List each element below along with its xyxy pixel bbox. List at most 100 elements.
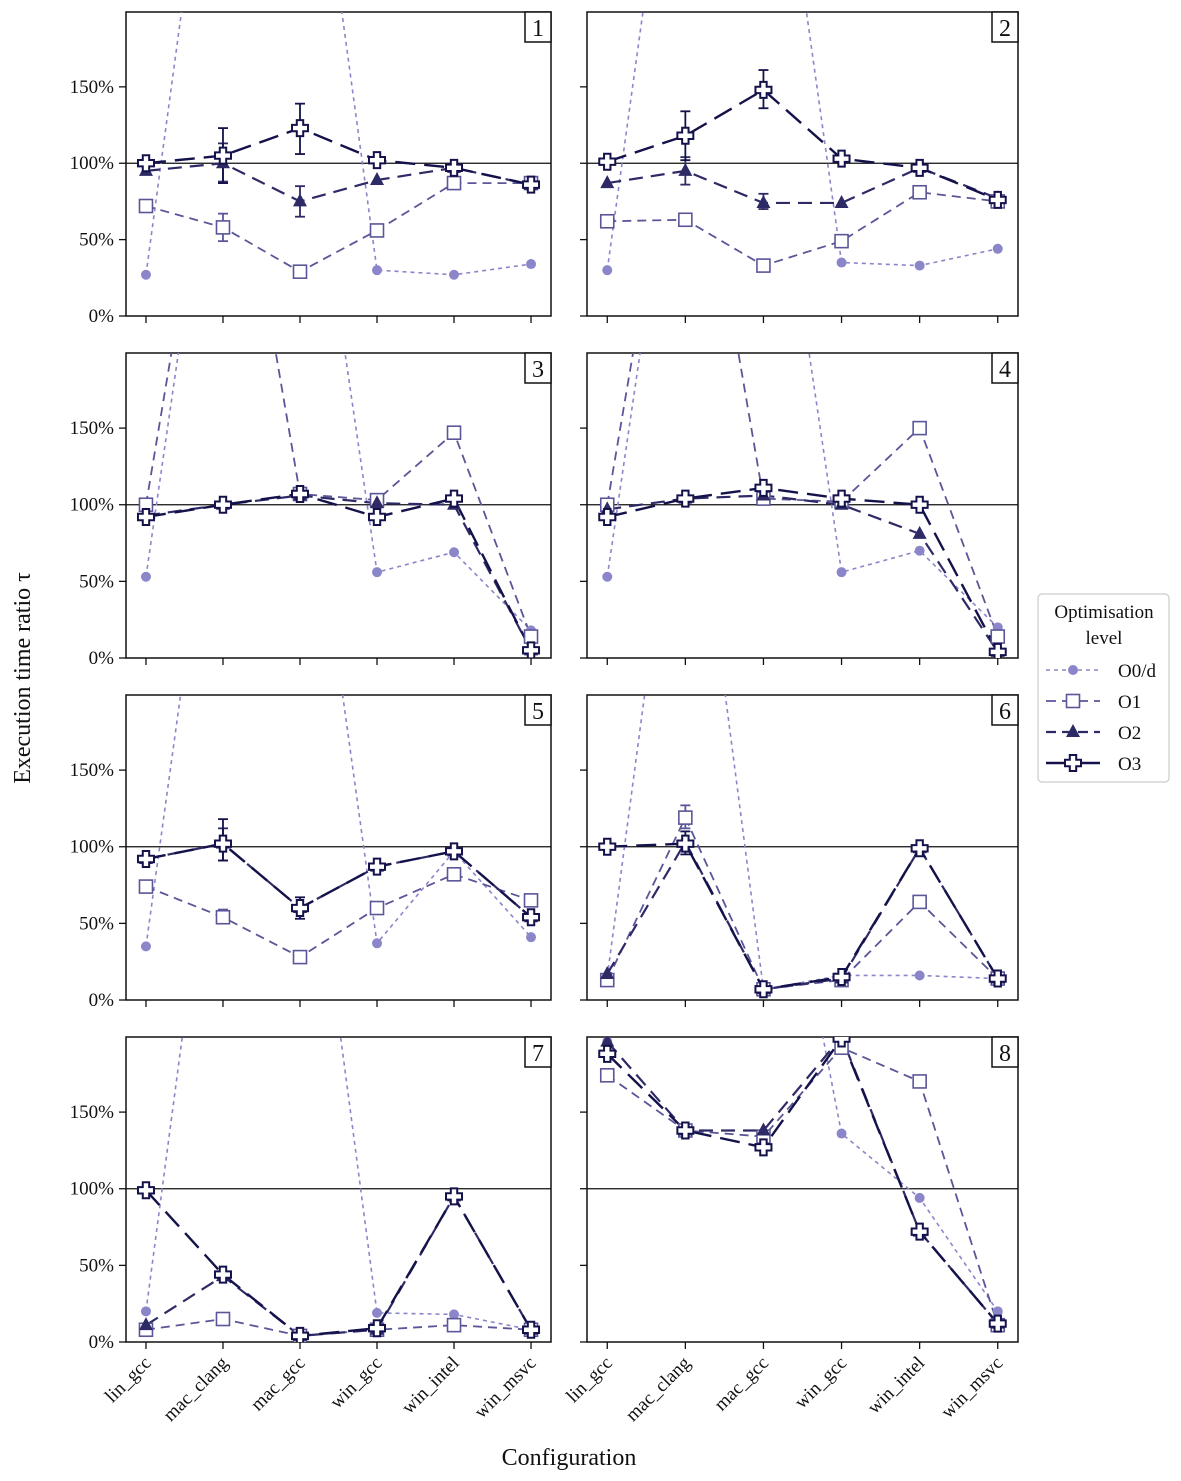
data-point-o0-d — [372, 1307, 383, 1318]
x-tick-label: lin_gcc — [562, 1353, 616, 1407]
data-point-o3 — [988, 1314, 1007, 1333]
data-point-o0-d — [914, 545, 925, 556]
x-axis-title: Configuration — [502, 1445, 637, 1471]
data-point-o1 — [446, 425, 462, 440]
data-point-o3 — [368, 857, 387, 876]
data-point-o0-d — [526, 932, 537, 943]
data-point-o0-d — [836, 257, 847, 268]
y-axis-title: Execution time ratio τ — [10, 572, 36, 784]
data-point-o3 — [522, 1320, 541, 1339]
data-point-o2 — [834, 194, 849, 208]
panel-number: 3 — [532, 357, 544, 383]
data-point-o3 — [676, 1121, 695, 1140]
panel-number: 6 — [999, 699, 1011, 725]
data-point-o0-d — [372, 265, 383, 276]
series-line-o1 — [145, 182, 532, 273]
legend-entry-o0-d: O0/d — [1046, 661, 1157, 682]
legend-title-line1: Optimisation — [1054, 602, 1154, 623]
x-tick-label: mac_clang — [622, 1352, 695, 1425]
data-point-o0-d — [914, 1192, 925, 1203]
data-point-o1 — [678, 810, 693, 825]
plot-area — [598, 695, 1007, 999]
panel-number: 2 — [999, 16, 1011, 42]
data-point-o3 — [368, 1319, 387, 1338]
x-tick-label: win_gcc — [791, 1353, 851, 1413]
legend-label: O0/d — [1118, 661, 1157, 682]
data-point-o3 — [754, 980, 773, 999]
series-line-o2 — [606, 839, 999, 991]
panel-2: 2 — [580, 11, 1019, 323]
series-line-o3 — [606, 486, 999, 653]
panel-number-box — [991, 11, 1019, 43]
data-point-o3 — [988, 190, 1007, 209]
y-tick-label: 0% — [89, 1332, 115, 1353]
data-point-o1 — [446, 175, 462, 191]
data-point-o3 — [290, 485, 309, 504]
plot-area — [136, 353, 541, 658]
legend-entry-o3: O3 — [1046, 754, 1141, 775]
data-point-o0-d — [914, 260, 925, 271]
data-point-o1 — [599, 213, 615, 229]
series-line-o3 — [145, 126, 532, 186]
x-tick-label: mac_clang — [159, 1352, 232, 1425]
panel-7: 0% 50% 100% 150% lin_gcc mac_clang mac_gcc win_… — [70, 1036, 552, 1426]
data-point-o3 — [522, 908, 541, 927]
panel-frame — [125, 1036, 552, 1343]
panel-frame — [586, 11, 1019, 317]
data-point-o2 — [138, 1317, 153, 1331]
x-tick-label: mac_gcc — [247, 1353, 310, 1416]
data-point-o3 — [290, 899, 309, 918]
data-point-o3 — [290, 1326, 309, 1342]
y-tick-label: 50% — [79, 230, 114, 251]
data-point-o2 — [756, 194, 771, 208]
data-point-o3 — [754, 80, 773, 99]
panel-number: 8 — [999, 1041, 1011, 1067]
data-point-o2 — [370, 172, 385, 186]
plot-area — [136, 695, 541, 965]
legend-entries: O0/d O1 O2 O3 — [1046, 661, 1157, 775]
data-point-o1 — [678, 212, 693, 228]
panel-5: 0% 50% 100% 150% 5 — [70, 694, 552, 1011]
series-line-o0-d — [145, 12, 532, 276]
panel-number-box — [524, 1036, 552, 1068]
data-point-o0-d — [602, 571, 613, 582]
data-point-o1 — [446, 867, 462, 882]
data-point-o1 — [990, 629, 1006, 644]
data-point-o1 — [912, 184, 927, 200]
data-point-o2 — [600, 175, 615, 189]
y-tick-label: 100% — [70, 495, 115, 516]
data-point-o1 — [523, 629, 539, 644]
legend-label: O1 — [1118, 692, 1141, 713]
data-point-o1 — [756, 258, 771, 273]
data-point-o3 — [676, 489, 695, 508]
series-line-o3 — [606, 88, 999, 202]
panel-frame — [125, 11, 552, 317]
panel-8: lin_gcc mac_clang mac_gcc win_gcc win_intel w… — [562, 1036, 1019, 1426]
panel-number: 1 — [532, 16, 544, 42]
data-point-o0-d — [140, 941, 151, 952]
y-tick-label: 150% — [70, 77, 115, 98]
panel-frame — [586, 1036, 1019, 1343]
data-point-o0-d — [836, 1128, 847, 1139]
legend-marker — [1066, 724, 1080, 737]
plot-area — [598, 1037, 1007, 1333]
data-point-o3 — [522, 641, 541, 658]
y-tick-label: 150% — [70, 760, 115, 781]
y-tick-label: 100% — [70, 837, 115, 858]
data-point-o0-d — [526, 259, 537, 270]
panel-1: 0% 50% 100% 150% 1 — [70, 11, 552, 327]
x-tick-label: win_intel — [864, 1353, 930, 1419]
y-tick-label: 150% — [70, 1102, 115, 1123]
data-point-o1 — [292, 264, 308, 279]
data-point-o2 — [756, 1122, 771, 1136]
data-point-o3 — [910, 839, 929, 858]
data-point-o3 — [522, 175, 541, 194]
panel-number-box — [524, 11, 552, 43]
data-point-o2 — [912, 525, 927, 539]
data-point-o3 — [910, 1222, 929, 1241]
data-point-o1 — [912, 894, 927, 910]
data-point-o2 — [678, 162, 693, 176]
series-line-o0-d — [606, 695, 998, 991]
data-point-o2 — [370, 495, 385, 509]
